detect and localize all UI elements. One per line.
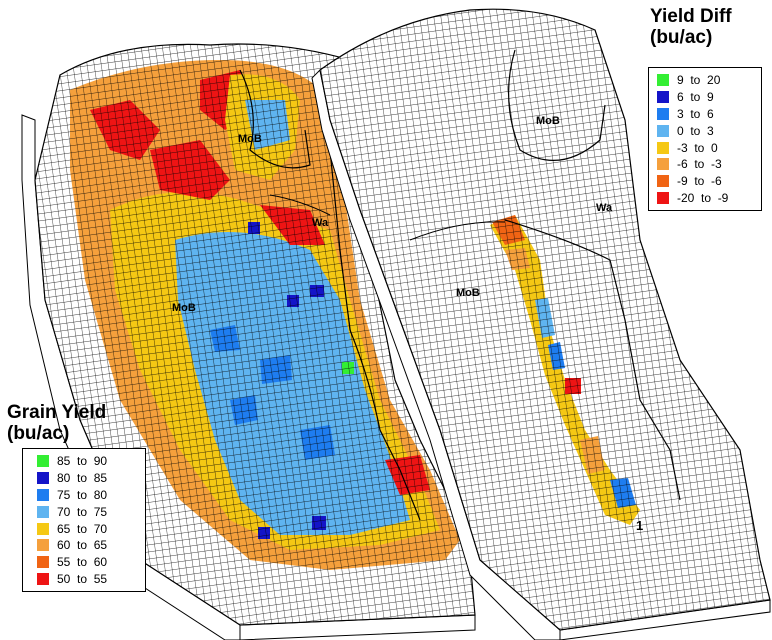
yield-legend-item: 85 to 90 bbox=[37, 453, 145, 470]
yield-legend-swatch bbox=[37, 472, 49, 485]
yield-legend-item: 50 to 55 bbox=[37, 571, 145, 588]
yield-legend-label: 75 to 80 bbox=[57, 487, 108, 502]
diff-legend-swatch bbox=[657, 191, 669, 204]
yield-legend-swatch bbox=[37, 522, 49, 535]
diff-legend-label: 9 to 20 bbox=[677, 73, 721, 88]
yield-legend: 85 to 90 80 to 85 75 to 80 70 to 75 65 to 70… bbox=[22, 448, 146, 593]
yield-legend-title-line1: Grain Yield bbox=[7, 402, 107, 423]
right-soil-label-mob-top: MoB bbox=[536, 115, 560, 127]
yield-legend-item: 60 to 65 bbox=[37, 537, 145, 554]
yield-legend-title-line2: (bu/ac) bbox=[7, 423, 70, 444]
diff-legend-title-line2: (bu/ac) bbox=[650, 27, 713, 48]
yield-legend-item: 75 to 80 bbox=[37, 487, 145, 504]
left-soil-label-mob-top: MoB bbox=[238, 133, 262, 145]
yield-legend-item: 55 to 60 bbox=[37, 554, 145, 571]
diff-legend-item: -6 to -3 bbox=[657, 156, 761, 173]
diff-legend-label: 0 to 3 bbox=[677, 123, 714, 138]
yield-legend-label: 60 to 65 bbox=[57, 538, 108, 553]
diff-legend-item: 3 to 6 bbox=[657, 106, 761, 123]
diff-legend-title-line1: Yield Diff bbox=[650, 6, 732, 27]
diff-legend-label: 3 to 6 bbox=[677, 106, 714, 121]
yield-legend-swatch bbox=[37, 455, 49, 468]
left-soil-label-mob-mid: MoB bbox=[172, 302, 196, 314]
yield-legend-item: 80 to 85 bbox=[37, 470, 145, 487]
right-soil-label-wa: Wa bbox=[596, 202, 613, 214]
yield-legend-label: 80 to 85 bbox=[57, 471, 108, 486]
yield-legend-title: Grain Yield (bu/ac) bbox=[7, 402, 106, 444]
diff-legend-label: -20 to -9 bbox=[677, 190, 729, 205]
yield-legend-label: 55 to 60 bbox=[57, 555, 108, 570]
diff-legend-label: -6 to -3 bbox=[677, 157, 722, 172]
yield-legend-label: 50 to 55 bbox=[57, 571, 108, 586]
diff-legend-swatch bbox=[657, 74, 669, 87]
yield-legend-swatch bbox=[37, 572, 49, 585]
yield-legend-item: 70 to 75 bbox=[37, 503, 145, 520]
diff-legend-label: -3 to 0 bbox=[677, 140, 718, 155]
diff-legend-swatch bbox=[657, 91, 669, 104]
diff-legend-swatch bbox=[657, 107, 669, 120]
yield-legend-label: 70 to 75 bbox=[57, 504, 108, 519]
diff-legend-item: 0 to 3 bbox=[657, 122, 761, 139]
diff-legend-item: 6 to 9 bbox=[657, 89, 761, 106]
right-soil-label-mob-mid: MoB bbox=[456, 287, 480, 299]
right-strip-label: 1 bbox=[636, 518, 643, 533]
yield-legend-label: 65 to 70 bbox=[57, 521, 108, 536]
diff-legend-swatch bbox=[657, 124, 669, 137]
yield-legend-swatch bbox=[37, 505, 49, 518]
diff-legend-label: 6 to 9 bbox=[677, 90, 714, 105]
diff-legend-item: -3 to 0 bbox=[657, 139, 761, 156]
diff-legend-label: -9 to -6 bbox=[677, 174, 722, 189]
diff-legend-swatch bbox=[657, 158, 669, 171]
diff-legend-swatch bbox=[657, 141, 669, 154]
left-soil-label-wa: Wa bbox=[312, 217, 329, 229]
diff-legend-title: Yield Diff (bu/ac) bbox=[650, 6, 732, 48]
diff-legend-swatch bbox=[657, 175, 669, 188]
yield-legend-swatch bbox=[37, 556, 49, 569]
diff-legend-item: -9 to -6 bbox=[657, 173, 761, 190]
diff-legend-item: 9 to 20 bbox=[657, 72, 761, 89]
yield-legend-swatch bbox=[37, 488, 49, 501]
yield-legend-item: 65 to 70 bbox=[37, 520, 145, 537]
yield-legend-label: 85 to 90 bbox=[57, 454, 108, 469]
yield-legend-swatch bbox=[37, 539, 49, 552]
diff-legend-item: -20 to -9 bbox=[657, 190, 761, 207]
